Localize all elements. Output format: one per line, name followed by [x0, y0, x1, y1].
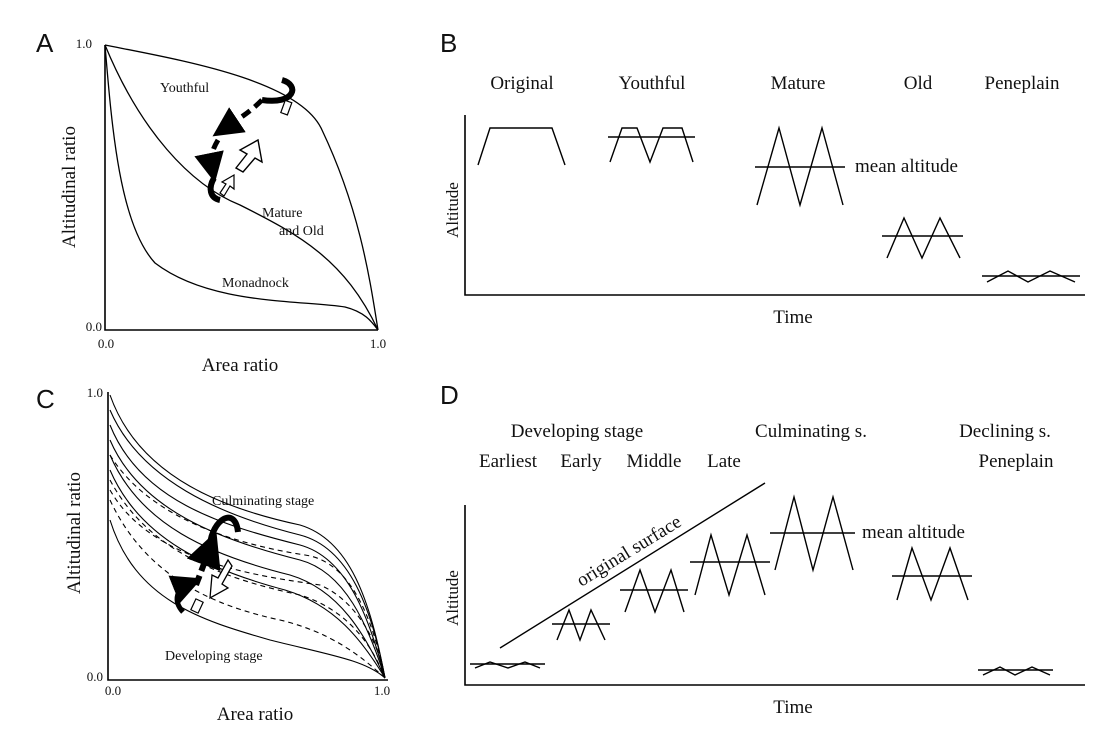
- panel-d-earliest-landform: [470, 661, 545, 669]
- panel-d-late-label: Late: [707, 451, 741, 472]
- panel-a-y-axis-label: Altitudinal ratio: [59, 126, 80, 248]
- panel-d-culminating-landform: [770, 494, 855, 573]
- panel-c-dashed-arrow-up: [186, 531, 221, 587]
- panel-a-hollow-arrow-small: [219, 173, 235, 197]
- panel-b-mean-altitude-label: mean altitude: [855, 156, 958, 177]
- panel-c-thick-arrow-top: [207, 514, 241, 546]
- panel-d-y-axis-label: Altitude: [443, 570, 462, 626]
- panel-a-monadnock-curve: [104, 44, 379, 331]
- panel-b-y-axis-label: Altitude: [443, 182, 462, 238]
- panel-d-culminating-label: Culminating s.: [755, 421, 867, 442]
- panel-d-declining-label: Declining s.: [959, 421, 1051, 442]
- panel-b-stage-peneplain: Peneplain: [985, 73, 1060, 94]
- panel-c-y-tick-top: 1.0: [87, 385, 103, 400]
- panel-d: D Developing stage Culminating s. Declin…: [440, 380, 1085, 718]
- panel-a-dashed-arrow: [212, 98, 264, 137]
- panel-b-peneplain-landform: [982, 270, 1080, 283]
- panel-d-letter: D: [440, 380, 459, 410]
- panel-c: C 1.0 0.0 0.0 1.0 Area ratio Altitudinal…: [36, 384, 390, 725]
- panel-a-thick-arrow-top: [261, 77, 296, 104]
- panel-c-thick-arrow-bottom: [168, 575, 202, 614]
- panel-d-developing-stage-label: Developing stage: [511, 421, 643, 442]
- panel-c-y-axis-label: Altitudinal ratio: [64, 472, 85, 594]
- panel-a-x-tick-left: 0.0: [98, 336, 114, 351]
- panel-d-peneplain-label: Peneplain: [979, 451, 1054, 472]
- panel-a-y-tick-top: 1.0: [76, 36, 92, 51]
- panel-d-original-surface-line: [499, 482, 766, 649]
- panel-c-axes: [107, 392, 388, 681]
- panel-d-early-landform: [552, 608, 610, 643]
- panel-a-hollow-arrow-up: [234, 138, 263, 173]
- panel-d-middle-label: Middle: [627, 451, 682, 472]
- panel-b-youthful-landform: [608, 127, 695, 164]
- panel-c-developing-label: Developing stage: [165, 649, 263, 664]
- panel-b-stage-youthful: Youthful: [619, 73, 686, 94]
- panel-c-culminating-label: Culminating stage: [212, 494, 314, 509]
- panel-a-x-axis-label: Area ratio: [202, 355, 278, 376]
- panel-a-mature-label-line1: Mature: [262, 206, 302, 221]
- panel-a-dashed-arrow-down: [194, 138, 224, 183]
- panel-c-x-tick-right: 1.0: [374, 683, 390, 698]
- panel-a: A 1.0 0.0 0.0 1.0 Area ratio Altitudinal…: [36, 28, 386, 376]
- panel-c-x-tick-left: 0.0: [105, 683, 121, 698]
- panel-b-letter: B: [440, 28, 457, 58]
- panel-c-hollow-marker: [190, 598, 204, 614]
- panel-c-y-tick-bottom: 0.0: [87, 669, 103, 684]
- panel-b-stage-original: Original: [490, 73, 553, 94]
- panel-d-original-surface-label: original surface: [573, 511, 685, 591]
- panel-b-stage-mature: Mature: [771, 73, 826, 94]
- panel-b-mature-landform: [755, 125, 845, 208]
- panel-c-dashed-curves: [109, 454, 386, 679]
- panel-b: B Original Youthful Mature Old Peneplain…: [440, 28, 1085, 328]
- panel-b-original-landform: [477, 127, 566, 166]
- panel-a-youthful-label: Youthful: [160, 81, 209, 96]
- panel-c-solid-curves: [109, 394, 386, 679]
- panel-d-mean-altitude-label: mean altitude: [862, 522, 965, 543]
- panel-d-early-label: Early: [560, 451, 602, 472]
- panel-d-earliest-label: Earliest: [479, 451, 538, 472]
- panel-a-y-tick-bottom: 0.0: [86, 319, 102, 334]
- panel-c-letter: C: [36, 384, 55, 414]
- panel-a-mature-label-line2: and Old: [279, 224, 324, 239]
- panel-d-peneplain-landform: [978, 666, 1053, 676]
- panel-b-stage-old: Old: [904, 73, 933, 94]
- panel-c-x-axis-label: Area ratio: [217, 704, 293, 725]
- panel-a-thick-arrow-bottom: [207, 176, 221, 203]
- panel-d-axes: [464, 505, 1085, 686]
- panel-a-letter: A: [36, 28, 54, 58]
- panel-d-middle-landform: [620, 567, 688, 615]
- panel-b-x-axis-label: Time: [773, 307, 812, 328]
- panel-a-hollow-marker: [280, 99, 293, 116]
- panel-d-declining-landform: [892, 545, 972, 603]
- panel-a-monadnock-label: Monadnock: [222, 276, 289, 291]
- panel-b-axes: [464, 115, 1085, 296]
- panel-d-x-axis-label: Time: [773, 697, 812, 718]
- panel-d-late-landform: [690, 532, 770, 598]
- panel-a-mature-curve: [104, 44, 379, 331]
- panel-b-old-landform: [882, 216, 963, 260]
- panel-a-axes: [104, 45, 378, 331]
- panel-a-x-tick-right: 1.0: [370, 336, 386, 351]
- panel-c-hollow-arrow-down: [209, 558, 233, 600]
- panel-a-youthful-curve: [104, 44, 379, 331]
